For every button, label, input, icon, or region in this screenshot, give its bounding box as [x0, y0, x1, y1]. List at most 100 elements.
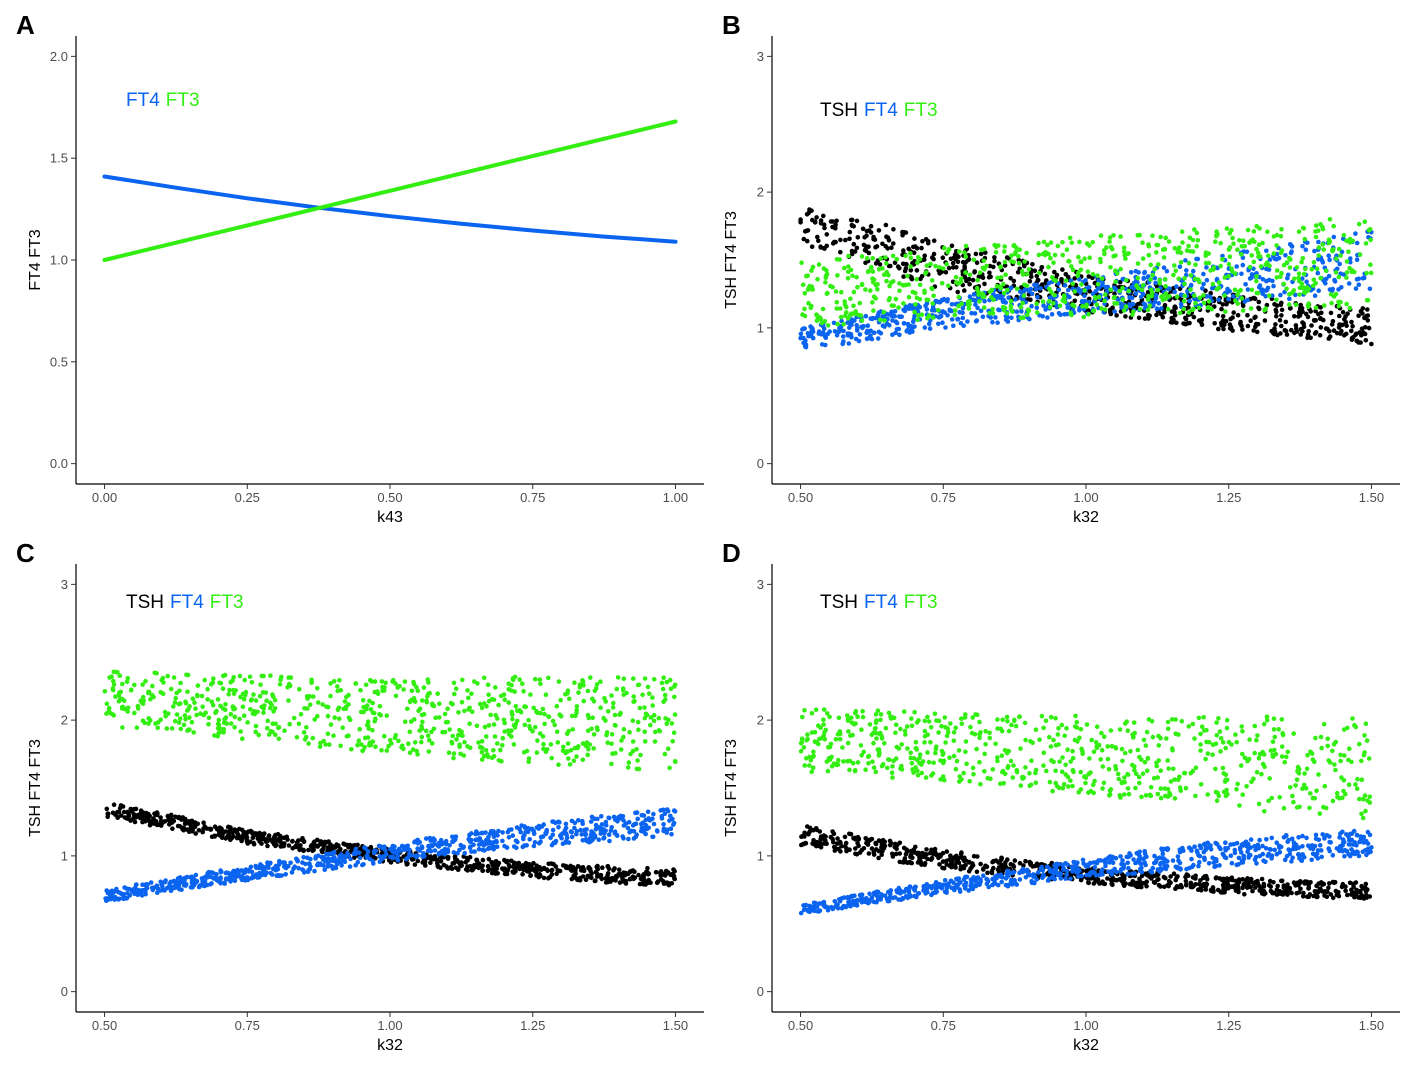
data-point: [1312, 293, 1318, 299]
data-point: [1163, 235, 1168, 241]
data-point: [930, 301, 935, 306]
data-point: [237, 673, 243, 679]
data-point: [611, 814, 617, 820]
data-point: [452, 691, 457, 697]
data-point: [483, 837, 489, 843]
data-point: [853, 336, 859, 342]
data-point: [556, 824, 561, 830]
data-point: [1052, 292, 1057, 298]
data-point: [520, 872, 525, 877]
data-point: [249, 697, 255, 702]
data-point: [902, 308, 908, 314]
data-point: [672, 682, 678, 688]
data-point: [1062, 312, 1067, 317]
data-point: [1227, 231, 1233, 236]
data-point: [835, 841, 840, 846]
data-point: [1220, 302, 1226, 307]
data-point: [520, 681, 525, 686]
data-point: [449, 739, 455, 745]
data-point: [357, 726, 363, 732]
data-point: [211, 876, 216, 881]
data-point: [531, 831, 537, 837]
data-point: [1008, 303, 1014, 309]
data-point: [596, 837, 602, 842]
data-point: [1014, 286, 1020, 292]
data-point: [1186, 305, 1191, 310]
data-point: [1277, 318, 1283, 323]
data-point: [1252, 296, 1258, 302]
data-point: [206, 722, 211, 727]
data-point: [815, 234, 820, 240]
data-point: [230, 830, 235, 835]
data-point: [368, 707, 374, 712]
data-point: [226, 824, 231, 830]
data-point: [405, 843, 411, 849]
data-point: [935, 307, 941, 313]
data-point: [583, 831, 589, 837]
data-point: [113, 888, 118, 893]
data-point: [1049, 312, 1055, 317]
data-point: [412, 839, 418, 844]
data-point: [844, 304, 849, 310]
data-point: [1239, 296, 1245, 301]
data-point: [140, 701, 146, 707]
data-point: [1320, 224, 1325, 230]
data-point: [264, 698, 269, 703]
data-point: [388, 860, 394, 865]
data-point: [1131, 309, 1136, 314]
data-point: [411, 682, 417, 687]
data-point: [1008, 276, 1013, 281]
data-point: [1108, 287, 1114, 293]
data-point: [888, 280, 894, 285]
data-point: [1142, 316, 1148, 321]
data-point: [265, 725, 270, 731]
data-point: [1258, 264, 1264, 269]
data-point: [821, 326, 827, 332]
data-point: [1327, 257, 1332, 263]
data-point: [231, 833, 236, 839]
data-point: [1022, 282, 1027, 288]
data-point: [645, 684, 651, 690]
data-point: [1082, 256, 1087, 262]
data-point: [1194, 230, 1200, 236]
data-point: [462, 739, 467, 745]
data-point: [1309, 267, 1315, 272]
data-point: [802, 830, 807, 836]
data-point: [834, 306, 840, 311]
data-point: [1300, 225, 1306, 231]
data-point: [940, 266, 946, 271]
data-point: [500, 743, 505, 748]
data-point: [998, 264, 1003, 269]
data-point: [163, 878, 168, 883]
data-point: [1098, 233, 1104, 238]
data-point: [904, 261, 909, 267]
data-point: [864, 233, 869, 238]
data-point: [808, 331, 814, 337]
data-point: [822, 319, 828, 324]
data-point: [435, 691, 441, 696]
data-point: [1264, 248, 1269, 254]
data-point: [987, 310, 993, 316]
data-point: [1118, 234, 1123, 239]
data-point: [290, 838, 295, 844]
data-point: [846, 269, 851, 275]
data-point: [891, 241, 896, 246]
data-point: [1154, 306, 1160, 312]
data-point: [234, 871, 239, 876]
data-point: [168, 888, 174, 893]
data-point: [431, 726, 437, 732]
data-point: [1152, 266, 1157, 272]
data-point: [471, 842, 476, 847]
data-point: [850, 273, 855, 279]
data-point: [1099, 276, 1105, 281]
data-point: [1260, 240, 1265, 246]
y-tick-label: 2.0: [50, 49, 68, 64]
data-point: [650, 695, 655, 700]
data-point: [1239, 244, 1245, 249]
data-point: [177, 716, 183, 721]
data-point: [804, 212, 810, 217]
data-point: [1190, 307, 1195, 313]
data-point: [1135, 233, 1141, 238]
data-point: [1086, 285, 1092, 290]
data-point: [359, 742, 364, 747]
